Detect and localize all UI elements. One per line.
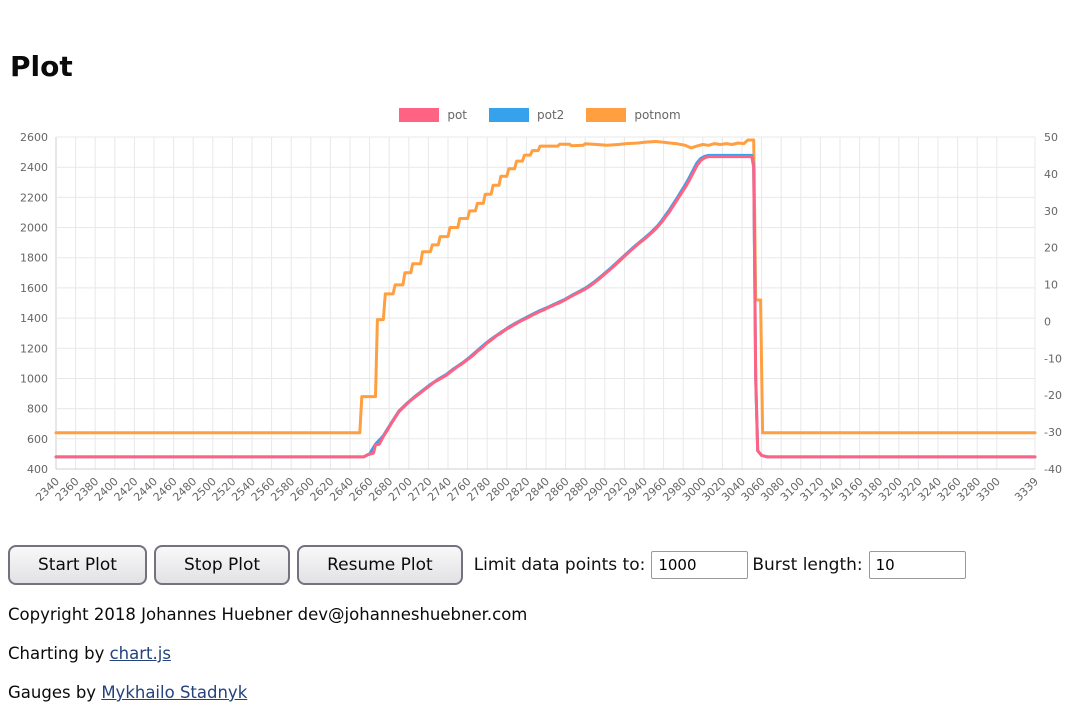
charting-credit: Charting by chart.js xyxy=(8,644,1072,663)
svg-text:1000: 1000 xyxy=(20,373,48,386)
svg-text:1600: 1600 xyxy=(20,282,48,295)
svg-text:0: 0 xyxy=(1044,315,1051,328)
stop-plot-button[interactable]: Stop Plot xyxy=(153,545,291,585)
svg-text:-10: -10 xyxy=(1044,352,1062,365)
gauges-credit: Gauges by Mykhailo Stadnyk xyxy=(8,683,1072,702)
gauges-link[interactable]: Mykhailo Stadnyk xyxy=(101,683,248,702)
svg-text:50: 50 xyxy=(1044,131,1058,144)
svg-text:-20: -20 xyxy=(1044,389,1062,402)
legend-swatch-pot2 xyxy=(489,108,530,122)
legend-label-pot: pot xyxy=(447,108,468,122)
svg-text:800: 800 xyxy=(27,403,48,416)
legend-swatch-potnom xyxy=(586,108,627,122)
start-plot-button[interactable]: Start Plot xyxy=(8,545,147,585)
svg-text:-30: -30 xyxy=(1044,426,1062,439)
svg-text:400: 400 xyxy=(27,463,48,476)
legend-item-pot2[interactable]: pot2 xyxy=(489,108,564,122)
legend-label-potnom: potnom xyxy=(634,108,681,122)
plot-chart: pot pot2 potnom 2600 2400 2200 2000 1800 1600 14… xyxy=(8,105,1072,515)
limit-data-points-input[interactable] xyxy=(651,551,749,579)
svg-text:600: 600 xyxy=(27,433,48,446)
legend-label-pot2: pot2 xyxy=(537,108,565,122)
chartjs-link[interactable]: chart.js xyxy=(109,644,171,663)
plot-page: Plot pot pot2 potnom 2600 2400 2200 2000 1800 1… xyxy=(8,50,1072,702)
plot-controls: Start Plot Stop Plot Resume Plot Limit d… xyxy=(8,545,1072,585)
charting-credit-text: Charting by xyxy=(8,644,110,663)
svg-text:1200: 1200 xyxy=(20,342,48,355)
svg-text:2600: 2600 xyxy=(20,131,48,144)
chart-canvas[interactable]: 2600 2400 2200 2000 1800 1600 1400 1200 1000 800 6… xyxy=(8,129,1072,515)
chart-legend: pot pot2 potnom xyxy=(8,105,1072,125)
page-footer: Copyright 2018 Johannes Huebner dev@joha… xyxy=(8,605,1072,702)
burst-length-label: Burst length: xyxy=(752,555,863,575)
svg-text:30: 30 xyxy=(1044,205,1058,218)
resume-plot-button[interactable]: Resume Plot xyxy=(297,545,463,585)
svg-text:20: 20 xyxy=(1044,242,1058,255)
copyright-text: Copyright 2018 Johannes Huebner dev@joha… xyxy=(8,605,528,624)
legend-item-potnom[interactable]: potnom xyxy=(586,108,681,122)
svg-text:10: 10 xyxy=(1044,279,1058,292)
burst-length-input[interactable] xyxy=(868,551,966,579)
page-title: Plot xyxy=(10,50,73,83)
svg-text:1400: 1400 xyxy=(20,312,48,325)
svg-text:2200: 2200 xyxy=(20,191,48,204)
limit-data-points-label: Limit data points to: xyxy=(473,555,646,575)
gauges-credit-text: Gauges by xyxy=(8,683,102,702)
svg-text:2400: 2400 xyxy=(20,161,48,174)
svg-text:3339: 3339 xyxy=(1012,475,1041,504)
svg-text:-40: -40 xyxy=(1044,463,1062,476)
legend-item-pot[interactable]: pot xyxy=(399,108,467,122)
svg-text:2000: 2000 xyxy=(20,222,48,235)
svg-text:1800: 1800 xyxy=(20,252,48,265)
svg-text:40: 40 xyxy=(1044,168,1058,181)
legend-swatch-pot xyxy=(399,108,440,122)
